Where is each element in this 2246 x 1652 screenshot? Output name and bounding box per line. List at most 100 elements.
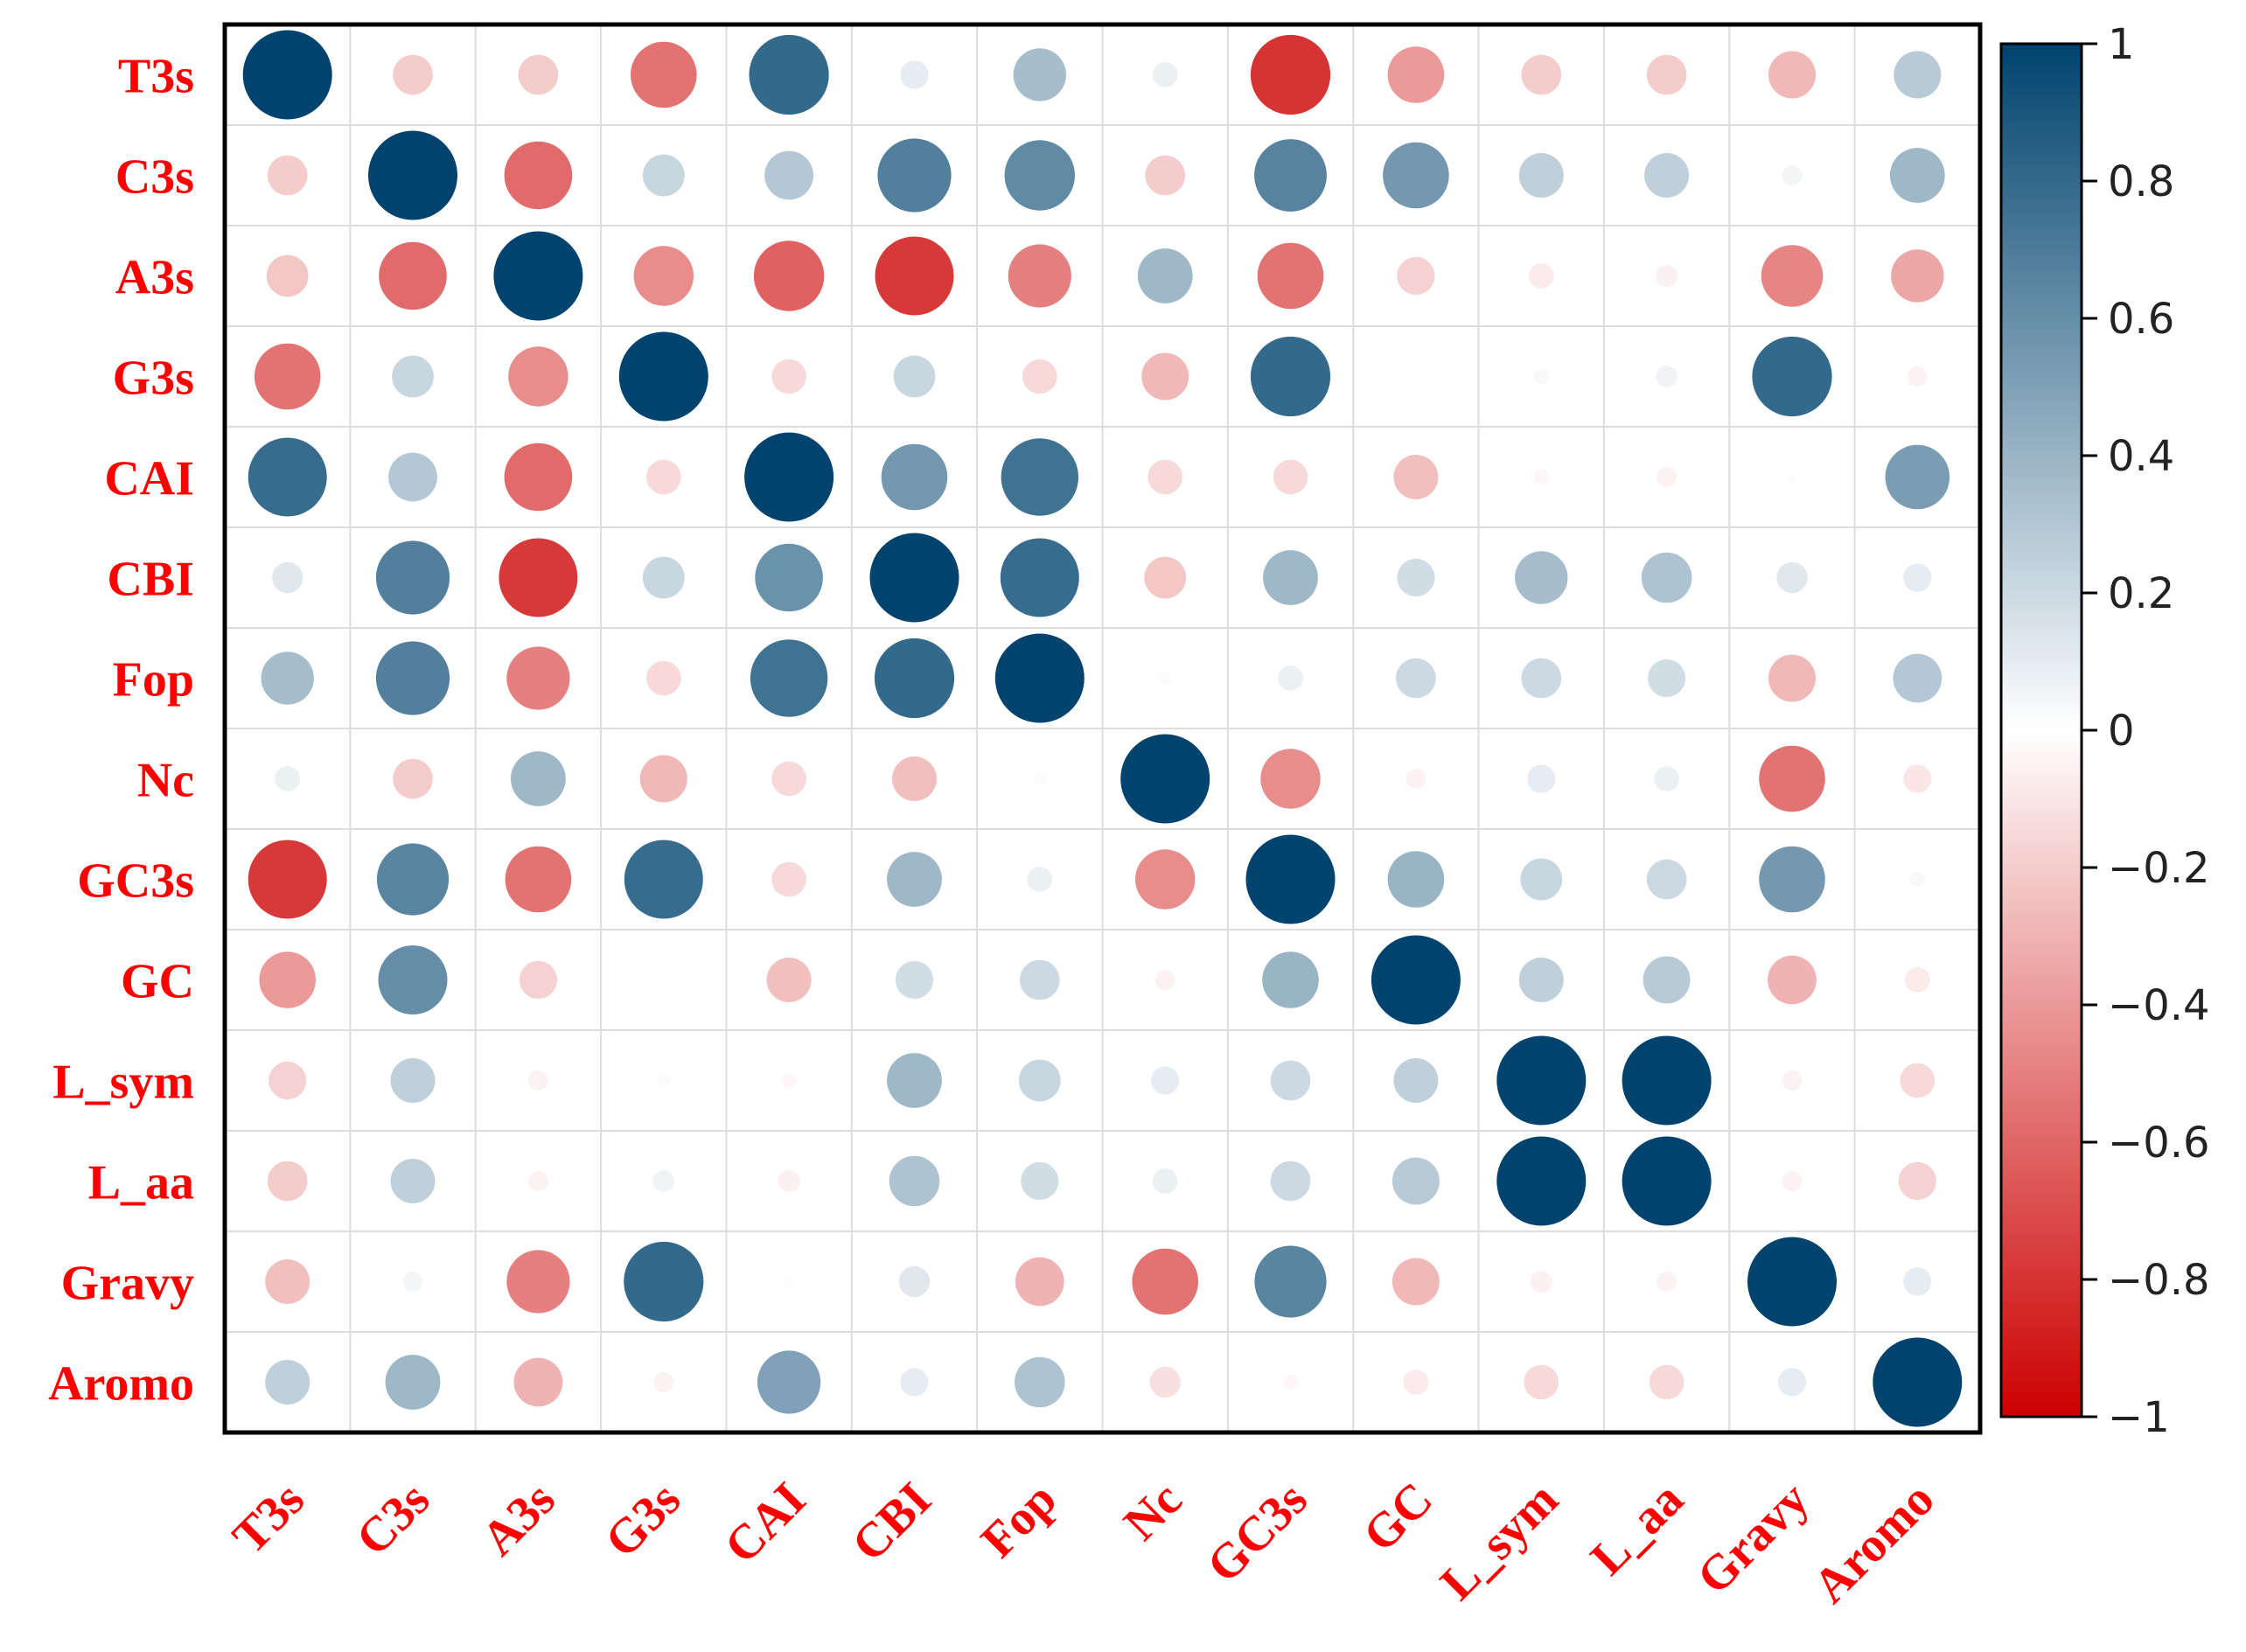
cell-L_sym-G3s <box>657 1074 670 1087</box>
cell-G3s-T3s <box>254 343 321 410</box>
cell-Fop-GC <box>1396 658 1436 699</box>
cell-A3s-T3s <box>266 254 309 297</box>
colorbar-ticks: 1 0.8 0.6 0.4 0.2 0 −0.2 −0.4 −0.6 −0.8 −1 <box>2082 20 2210 1442</box>
cell-Nc-GC3s <box>1260 749 1321 809</box>
cell-GC-Fop <box>1020 959 1060 1000</box>
cell-C3s-Aromo <box>1889 148 1945 203</box>
cell-T3s-Nc <box>1152 62 1178 87</box>
cell-L_aa-GC <box>1392 1157 1440 1205</box>
cell-Aromo-Aromo <box>1873 1337 1963 1427</box>
colorbar-tick-label: −0.8 <box>2108 1256 2210 1305</box>
cell-L_aa-Fop <box>1021 1161 1059 1201</box>
cell-CAI-GC <box>1393 455 1439 499</box>
cell-L_aa-CBI <box>889 1155 940 1207</box>
cell-Fop-Aromo <box>1893 653 1943 703</box>
cell-Nc-Aromo <box>1903 764 1932 793</box>
plot-frame <box>222 22 1983 1435</box>
cell-A3s-Fop <box>1008 244 1071 308</box>
cell-L_aa-C3s <box>390 1159 436 1203</box>
colorbar-tick-label: −0.6 <box>2108 1119 2210 1168</box>
cell-G3s-Aromo <box>1907 366 1928 387</box>
cell-CAI-L_sym <box>1533 469 1550 485</box>
cell-Gravy-L_aa <box>1657 1272 1677 1292</box>
cell-C3s-T3s <box>267 155 308 196</box>
row-label-A3s: A3s <box>115 251 194 305</box>
cell-G3s-Nc <box>1141 352 1189 401</box>
cell-CAI-GC3s <box>1273 459 1308 495</box>
cell-GC3s-G3s <box>624 840 703 919</box>
cell-CBI-Nc <box>1144 556 1187 599</box>
cell-Nc-L_sym <box>1527 764 1556 793</box>
cell-Nc-Nc <box>1120 734 1210 824</box>
cell-Nc-Fop <box>1033 772 1047 785</box>
cell-A3s-Gravy <box>1761 245 1824 307</box>
cell-G3s-Gravy <box>1752 336 1832 417</box>
cell-A3s-CBI <box>875 236 954 316</box>
cell-Gravy-Fop <box>1015 1257 1064 1307</box>
cell-L_sym-GC3s <box>1270 1060 1311 1101</box>
cell-CBI-C3s <box>375 540 450 615</box>
cell-L_sym-L_aa <box>1622 1035 1712 1126</box>
cell-CBI-L_sym <box>1515 551 1568 604</box>
colorbar-tick-label: 0.4 <box>2108 432 2174 481</box>
cell-GC-Nc <box>1154 970 1175 990</box>
cell-A3s-Nc <box>1137 248 1193 303</box>
col-label-GC3s: GC3s <box>1196 1472 1317 1593</box>
cell-C3s-L_sym <box>1518 153 1564 198</box>
cell-Fop-C3s <box>375 641 450 715</box>
cell-CAI-CBI <box>881 443 948 511</box>
cell-T3s-GC3s <box>1250 34 1331 115</box>
cell-L_sym-T3s <box>269 1061 307 1100</box>
cell-T3s-T3s <box>242 30 332 120</box>
row-label-CAI: CAI <box>104 452 194 506</box>
cell-Fop-CAI <box>750 639 828 717</box>
cell-L_sym-C3s <box>390 1058 436 1103</box>
cell-CBI-L_aa <box>1641 552 1692 603</box>
cell-A3s-A3s <box>493 231 583 321</box>
cell-Gravy-G3s <box>624 1241 704 1322</box>
cell-L_aa-Gravy <box>1782 1171 1803 1191</box>
row-label-L_aa: L_aa <box>88 1156 194 1210</box>
row-label-C3s: C3s <box>115 150 194 205</box>
cell-GC-A3s <box>519 960 558 1000</box>
cell-GC3s-GC3s <box>1245 834 1336 924</box>
cell-CBI-CAI <box>755 543 823 612</box>
cell-G3s-CBI <box>893 355 936 398</box>
cell-CBI-Gravy <box>1776 561 1808 594</box>
cell-C3s-Fop <box>1004 140 1076 211</box>
cell-L_sym-L_sym <box>1496 1035 1587 1126</box>
cell-Gravy-CAI <box>785 1277 794 1286</box>
cell-GC3s-Fop <box>1027 867 1053 892</box>
col-label-C3s: C3s <box>346 1472 441 1566</box>
cell-L_sym-Fop <box>1018 1059 1061 1102</box>
cell-GC-T3s <box>259 951 317 1008</box>
cell-T3s-G3s <box>631 41 697 108</box>
cell-Fop-Nc <box>1159 672 1172 685</box>
cell-L_aa-Nc <box>1152 1168 1178 1194</box>
cell-C3s-Nc <box>1145 155 1185 196</box>
cell-Aromo-L_aa <box>1649 1364 1684 1400</box>
row-label-Fop: Fop <box>113 653 194 708</box>
cell-CAI-T3s <box>248 437 327 517</box>
cell-Gravy-Gravy <box>1747 1237 1837 1327</box>
cell-G3s-C3s <box>392 355 434 398</box>
cell-Gravy-Aromo <box>1903 1267 1932 1296</box>
cell-CBI-Fop <box>1000 538 1079 617</box>
cell-Nc-T3s <box>275 766 301 791</box>
colorbar-tick-label: −0.2 <box>2108 844 2210 893</box>
row-label-T3s: T3s <box>118 50 194 104</box>
cell-L_aa-CAI <box>778 1170 800 1192</box>
cell-GC-CAI <box>766 958 812 1002</box>
colorbar-tick-label: 0.8 <box>2108 157 2174 206</box>
cell-T3s-Aromo <box>1894 51 1942 99</box>
cell-GC-Aromo <box>1904 967 1930 993</box>
cell-G3s-GC3s <box>1250 336 1331 417</box>
col-label-Aromo: Aromo <box>1803 1472 1945 1614</box>
cell-Nc-CBI <box>892 756 937 801</box>
col-label-CBI: CBI <box>841 1472 941 1572</box>
cell-Gravy-A3s <box>506 1250 570 1314</box>
colorbar-tick-label: 0 <box>2108 707 2135 756</box>
cell-GC-Gravy <box>1768 955 1817 1005</box>
cell-L_sym-Aromo <box>1900 1063 1936 1098</box>
colorbar-tick-label: 0.2 <box>2108 569 2174 618</box>
